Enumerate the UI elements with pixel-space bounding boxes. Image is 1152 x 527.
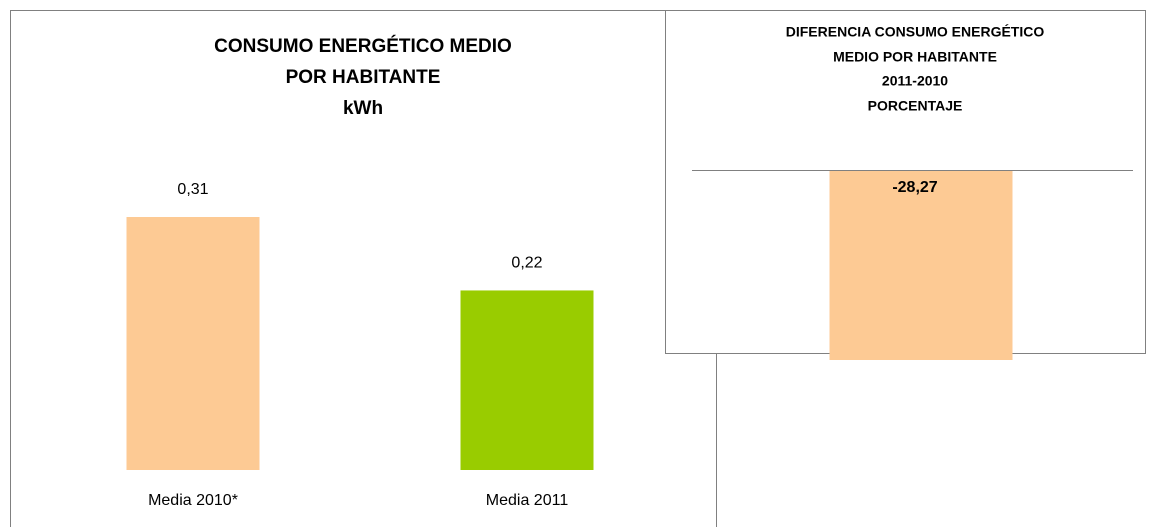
x-tick-label: Media 2011 (486, 492, 569, 509)
chart-title: MEDIO POR HABITANTE (833, 49, 997, 65)
chart-title: kWh (343, 98, 383, 119)
x-tick-label: Media 2010* (148, 492, 238, 509)
bar (126, 217, 260, 470)
value-label: -28,27 (892, 179, 937, 196)
chart-title: 2011-2010 (882, 73, 948, 89)
bar (829, 170, 1013, 360)
bar (460, 290, 594, 470)
chart-title: CONSUMO ENERGÉTICO MEDIO (214, 35, 512, 57)
chart-title: DIFERENCIA CONSUMO ENERGÉTICO (786, 24, 1045, 40)
chart-title: PORCENTAJE (868, 98, 963, 114)
value-label: 0,22 (511, 255, 542, 272)
value-label: 0,31 (177, 181, 208, 198)
chart-title: POR HABITANTE (286, 67, 441, 88)
